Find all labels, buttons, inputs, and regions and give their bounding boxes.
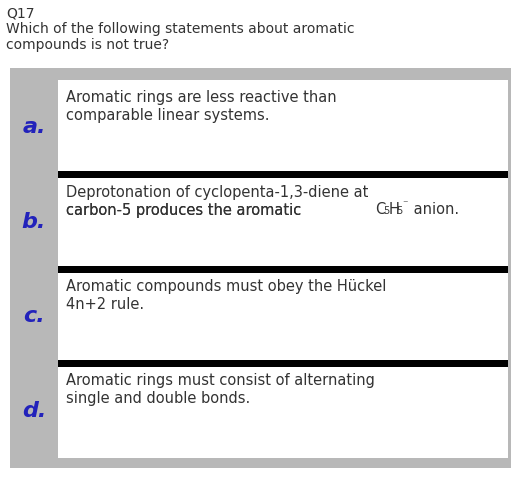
Bar bbox=[58, 265, 508, 272]
Text: ⁻: ⁻ bbox=[403, 199, 408, 209]
Text: Q17: Q17 bbox=[6, 6, 34, 20]
Text: single and double bonds.: single and double bonds. bbox=[66, 391, 250, 406]
Text: anion.: anion. bbox=[408, 203, 458, 217]
Text: 4n+2 rule.: 4n+2 rule. bbox=[66, 297, 144, 312]
Bar bbox=[58, 360, 508, 367]
Bar bbox=[58, 80, 508, 458]
Text: compounds is not true?: compounds is not true? bbox=[6, 38, 169, 52]
Bar bbox=[58, 171, 508, 178]
Text: H: H bbox=[389, 203, 400, 217]
Text: 5: 5 bbox=[383, 206, 389, 217]
Text: c.: c. bbox=[23, 306, 45, 326]
Text: Aromatic rings must consist of alternating: Aromatic rings must consist of alternati… bbox=[66, 373, 375, 389]
Text: Aromatic rings are less reactive than: Aromatic rings are less reactive than bbox=[66, 90, 337, 105]
Text: b.: b. bbox=[22, 212, 46, 232]
Text: a.: a. bbox=[22, 117, 46, 137]
Text: Aromatic compounds must obey the Hückel: Aromatic compounds must obey the Hückel bbox=[66, 279, 387, 294]
Text: carbon-5 produces the aromatic: carbon-5 produces the aromatic bbox=[66, 203, 306, 217]
Text: Deprotonation of cyclopenta-1,3-diene at: Deprotonation of cyclopenta-1,3-diene at bbox=[66, 185, 368, 199]
Bar bbox=[10, 68, 511, 468]
Text: 5: 5 bbox=[396, 206, 403, 217]
Text: d.: d. bbox=[22, 401, 46, 421]
Text: comparable linear systems.: comparable linear systems. bbox=[66, 108, 269, 123]
Text: Which of the following statements about aromatic: Which of the following statements about … bbox=[6, 22, 354, 36]
Text: carbon-5 produces the aromatic: carbon-5 produces the aromatic bbox=[66, 203, 306, 217]
Text: C: C bbox=[376, 203, 386, 217]
